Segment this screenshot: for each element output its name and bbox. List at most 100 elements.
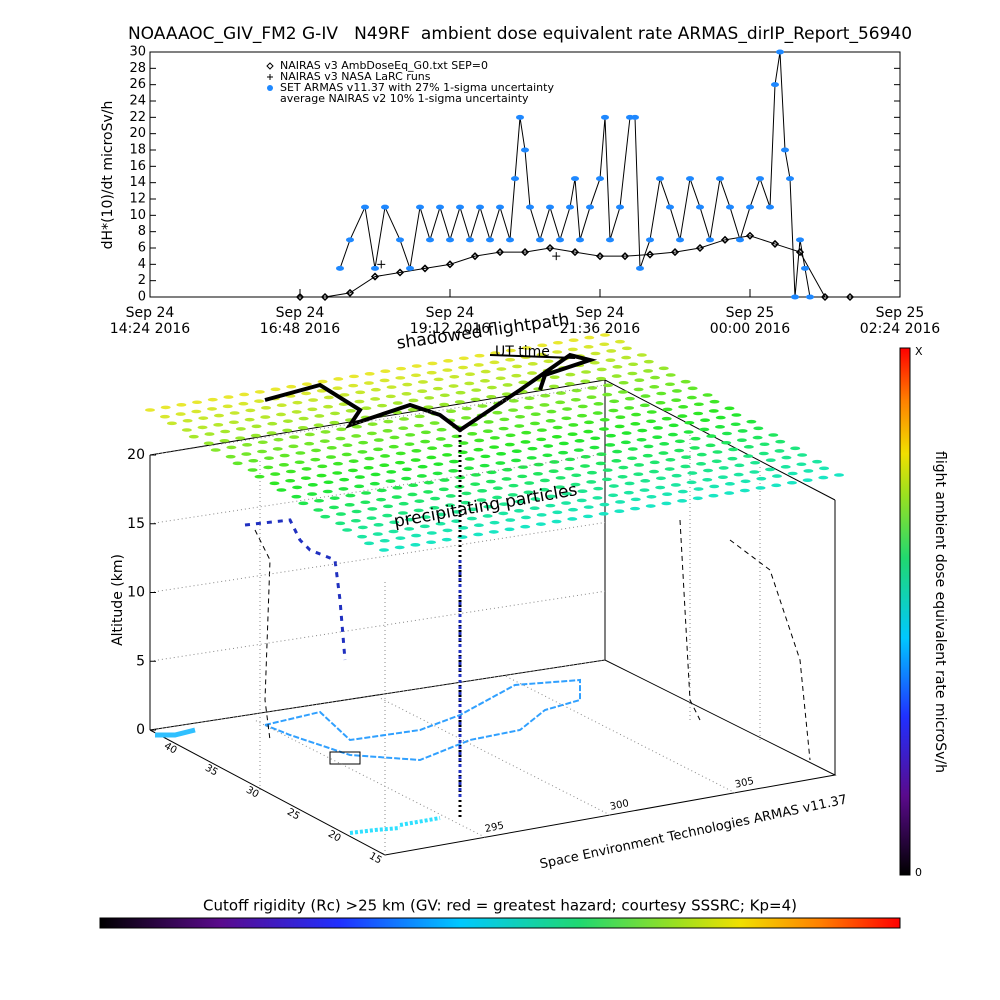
point [336, 265, 344, 271]
particle-dash [439, 402, 450, 407]
particle-dash [220, 429, 231, 434]
particle-dash [426, 531, 437, 535]
particle-dash [649, 460, 660, 465]
particle-dash [727, 456, 738, 461]
particle-dash [721, 440, 732, 445]
particle-dash [436, 427, 447, 432]
particle-dash [586, 480, 597, 484]
particle-dash [511, 458, 522, 463]
particle-dash [511, 373, 522, 378]
particle-dash [671, 398, 682, 402]
particle-dash [429, 506, 440, 510]
particle-dash [410, 373, 421, 378]
particle-dash [614, 339, 625, 344]
particle-dash [363, 466, 374, 470]
dose-colorbar-label: flight ambient dose equivalent rate micr… [932, 451, 948, 773]
x-tick-label: Sep 24 19:12 2016 [410, 305, 491, 337]
particle-dash [790, 446, 801, 451]
point [595, 252, 605, 261]
particle-dash [787, 471, 798, 476]
particle-dash [803, 469, 814, 473]
particle-dash [712, 450, 723, 454]
particle-dash [360, 500, 371, 505]
particle-dash [587, 386, 598, 390]
y-tick-label: 8 [138, 224, 146, 239]
point [576, 237, 584, 243]
particle-dash [263, 456, 274, 460]
particle-dash [781, 455, 792, 460]
particle-dash [364, 541, 375, 546]
particle-dash [489, 360, 500, 365]
x-tick-label: Sep 24 14:24 2016 [110, 305, 191, 337]
particle-dash [191, 409, 202, 414]
particle-dash [339, 477, 350, 482]
particle-dash [370, 387, 381, 392]
particle-dash [631, 412, 642, 417]
plot-frame [149, 51, 901, 298]
particle-dash [333, 377, 344, 381]
point [470, 252, 480, 261]
particle-dash [197, 425, 208, 430]
particle-dash [473, 363, 484, 367]
particle-dash [464, 457, 475, 461]
particle-dash [552, 340, 563, 345]
particle-dash [539, 478, 550, 483]
particle-dash [182, 418, 193, 423]
point [511, 176, 519, 182]
particle-dash [627, 456, 638, 461]
particle-dash [449, 374, 460, 379]
particle-dash [536, 352, 547, 357]
y-tick-label: 26 [129, 77, 146, 92]
particle-dash [608, 484, 619, 488]
particle-dash [248, 458, 259, 463]
particle-dash [370, 397, 381, 401]
lat-tick-label: 35 [203, 763, 220, 779]
particle-dash [383, 419, 394, 424]
particle-dash [439, 478, 450, 482]
point [791, 294, 799, 300]
particle-dash [621, 355, 632, 360]
particle-dash [192, 400, 203, 405]
particle-dash [499, 417, 510, 422]
point [361, 204, 369, 210]
particle-dash [596, 367, 607, 372]
point [571, 176, 579, 182]
point [496, 204, 504, 210]
particle-dash [254, 399, 265, 403]
particle-dash [373, 523, 384, 527]
particle-dash [606, 349, 617, 353]
particle-dash [690, 436, 701, 441]
point [445, 260, 455, 269]
point [646, 237, 654, 243]
z-tick-label: 20 [127, 447, 145, 463]
dose-colorbar-bottom: 0 [915, 866, 922, 879]
particle-dash [313, 508, 324, 512]
particle-dash [756, 476, 767, 481]
particle-dash [696, 462, 707, 466]
particle-dash [460, 500, 471, 505]
particle-dash [633, 472, 644, 476]
point [545, 243, 555, 253]
particle-dash [439, 393, 450, 398]
particle-dash [755, 486, 766, 490]
point [695, 243, 705, 253]
particle-dash [627, 371, 638, 376]
particle-dash [480, 454, 491, 459]
particle-dash [289, 435, 300, 439]
particle-dash [586, 395, 597, 399]
wall-projection [729, 539, 811, 761]
particle-dash [176, 403, 187, 407]
particle-dash [245, 408, 256, 413]
particle-dash [372, 532, 383, 536]
particle-dash [401, 476, 412, 481]
particle-dash [602, 383, 613, 388]
particle-dash [693, 402, 704, 407]
point [295, 292, 305, 302]
particle-dash [598, 427, 609, 431]
point [676, 237, 684, 243]
particle-dash [608, 493, 619, 498]
particle-dash [354, 475, 365, 479]
particle-dash [658, 451, 669, 455]
particle-dash [458, 365, 469, 370]
particle-dash [376, 488, 387, 493]
